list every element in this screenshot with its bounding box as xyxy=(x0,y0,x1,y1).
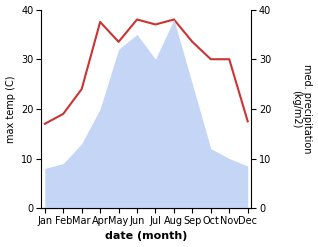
X-axis label: date (month): date (month) xyxy=(105,231,187,242)
Y-axis label: max temp (C): max temp (C) xyxy=(5,75,16,143)
Y-axis label: med. precipitation
(kg/m2): med. precipitation (kg/m2) xyxy=(291,64,313,154)
